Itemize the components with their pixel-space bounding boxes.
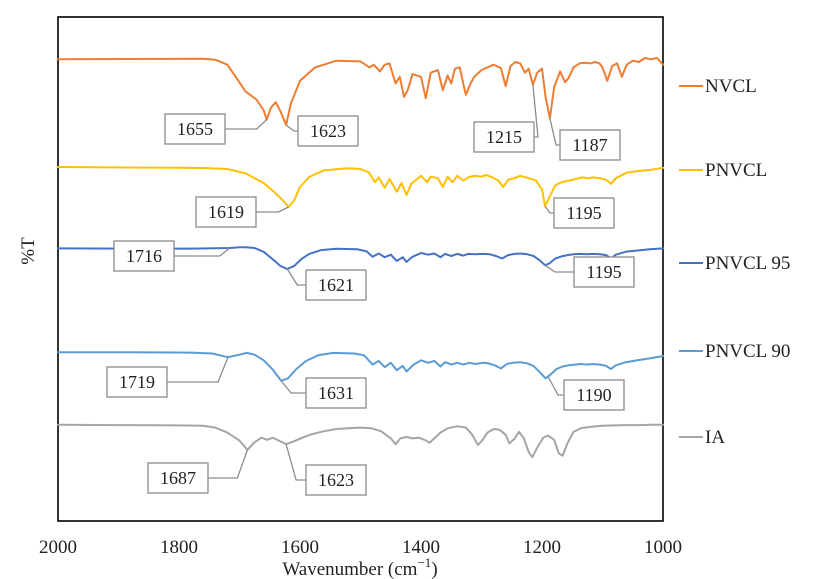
annotation-layer: 1655 1623 1215 1187 1619 1195 1716 1621 1195 1719… <box>106 84 635 496</box>
annotation-ia-1687-label: 1687 <box>160 468 196 488</box>
annotation-pnvcl-95-1195: 1195 <box>544 256 635 288</box>
legend-item-pnvcl-95: PNVCL 95 <box>679 253 790 274</box>
annotation-pnvcl-90-1719-leader <box>167 356 229 383</box>
x-axis-title-suffix: ) <box>431 559 437 579</box>
annotation-nvcl-1655-box <box>164 113 226 145</box>
annotation-pnvcl-90-1190-label: 1190 <box>576 385 611 405</box>
series-line-nvcl <box>57 57 664 126</box>
annotation-nvcl-1655-label: 1655 <box>177 119 213 139</box>
annotation-nvcl-1215-box <box>473 121 535 153</box>
annotation-pnvcl-95-1621-leader <box>286 268 306 286</box>
series-layer <box>57 57 664 459</box>
annotation-pnvcl-95-1621: 1621 <box>286 268 367 301</box>
annotation-pnvcl-90-1631-box <box>305 377 367 409</box>
x-axis-title-main: Wavenumber (cm <box>282 559 417 579</box>
x-tick-label-1800: 1800 <box>160 537 198 558</box>
annotation-pnvcl-90-1190-box <box>563 379 625 411</box>
annotation-pnvcl-95-1716-box <box>113 240 175 272</box>
annotation-ia-1623-box <box>305 464 367 496</box>
annotation-nvcl-1187-box <box>559 129 621 161</box>
series-line-ia <box>57 423 664 459</box>
series-line-pnvcl-90 <box>57 351 664 382</box>
annotation-pnvcl-90-1719: 1719 <box>106 356 229 398</box>
annotation-ia-1687-box <box>147 462 209 494</box>
annotation-nvcl-1215-leader <box>532 84 539 138</box>
series-line-pnvcl-95 <box>57 246 664 270</box>
y-axis-title: %T <box>18 237 39 265</box>
annotation-pnvcl-95-1716-label: 1716 <box>126 246 162 266</box>
legend-item-ia: IA <box>679 427 725 448</box>
x-tick-label-1200: 1200 <box>523 537 561 558</box>
annotation-pnvcl-95-1195-leader <box>544 264 574 273</box>
annotation-nvcl-1187: 1187 <box>549 118 621 161</box>
annotation-pnvcl-90-1631-leader <box>280 380 306 394</box>
annotation-pnvcl-90-1719-label: 1719 <box>119 372 155 392</box>
annotation-nvcl-1623: 1623 <box>285 115 359 147</box>
legend-label-pnvcl-90: PNVCL 90 <box>705 341 790 362</box>
annotation-nvcl-1655: 1655 <box>164 113 268 145</box>
annotation-ia-1687: 1687 <box>147 449 249 494</box>
annotation-pnvcl-95-1621-label: 1621 <box>318 275 354 295</box>
annotation-pnvcl-95-1195-box <box>573 256 635 288</box>
legend-item-nvcl: NVCL <box>679 76 757 97</box>
annotation-pnvcl-1195-label: 1195 <box>566 203 601 223</box>
annotation-pnvcl-1195-box <box>553 197 615 229</box>
legend-label-pnvcl: PNVCL <box>705 160 767 181</box>
annotation-pnvcl-90-1631: 1631 <box>280 377 367 409</box>
annotation-pnvcl-1619-leader <box>256 206 289 213</box>
legend-label-pnvcl-95: PNVCL 95 <box>705 253 790 274</box>
annotation-pnvcl-95-1621-box <box>305 269 367 301</box>
annotation-pnvcl-90-1190-leader <box>547 376 564 396</box>
legend-label-nvcl: NVCL <box>705 76 757 97</box>
series-line-pnvcl <box>57 166 664 208</box>
legend-item-pnvcl-90: PNVCL 90 <box>679 341 790 362</box>
x-tick-label-1000: 1000 <box>644 537 682 558</box>
annotation-pnvcl-90-1631-label: 1631 <box>318 383 354 403</box>
annotation-pnvcl-1195-leader <box>544 205 554 214</box>
annotation-pnvcl-1619: 1619 <box>195 196 289 228</box>
annotation-nvcl-1187-leader <box>549 118 560 146</box>
annotation-pnvcl-90-1719-box <box>106 366 168 398</box>
annotation-pnvcl-1619-box <box>195 196 257 228</box>
legend-item-pnvcl: PNVCL <box>679 160 767 181</box>
x-axis-ticks: 2000 1800 1600 1400 1200 1000 <box>39 537 682 558</box>
x-tick-label-1600: 1600 <box>281 537 319 558</box>
annotation-ia-1687-leader <box>208 449 249 479</box>
annotation-ia-1623-leader <box>285 444 306 481</box>
annotation-nvcl-1187-label: 1187 <box>572 135 607 155</box>
annotation-nvcl-1215-label: 1215 <box>486 127 522 147</box>
legend: NVCL PNVCL PNVCL 95 PNVCL 90 IA <box>679 76 790 448</box>
annotation-pnvcl-95-1716: 1716 <box>113 240 231 272</box>
annotation-nvcl-1623-box <box>297 115 359 147</box>
annotation-pnvcl-90-1190: 1190 <box>547 376 625 411</box>
plot-area-frame <box>57 16 664 522</box>
x-tick-label-1400: 1400 <box>402 537 440 558</box>
annotation-pnvcl-1619-label: 1619 <box>208 202 244 222</box>
annotation-pnvcl-95-1716-leader <box>174 247 231 257</box>
annotation-nvcl-1623-label: 1623 <box>310 121 346 141</box>
annotation-pnvcl-1195: 1195 <box>544 197 615 229</box>
annotation-nvcl-1655-leader <box>225 119 268 130</box>
annotation-nvcl-1215: 1215 <box>473 84 539 153</box>
x-axis-title-unit-exponent: −1 <box>417 555 431 570</box>
annotation-ia-1623-label: 1623 <box>318 470 354 490</box>
x-axis-title: Wavenumber (cm−1) <box>282 555 437 579</box>
x-tick-label-2000: 2000 <box>39 537 77 558</box>
annotation-nvcl-1623-leader <box>285 124 298 132</box>
annotation-pnvcl-95-1195-label: 1195 <box>586 262 621 282</box>
legend-label-ia: IA <box>705 427 725 448</box>
annotation-ia-1623: 1623 <box>285 444 367 496</box>
